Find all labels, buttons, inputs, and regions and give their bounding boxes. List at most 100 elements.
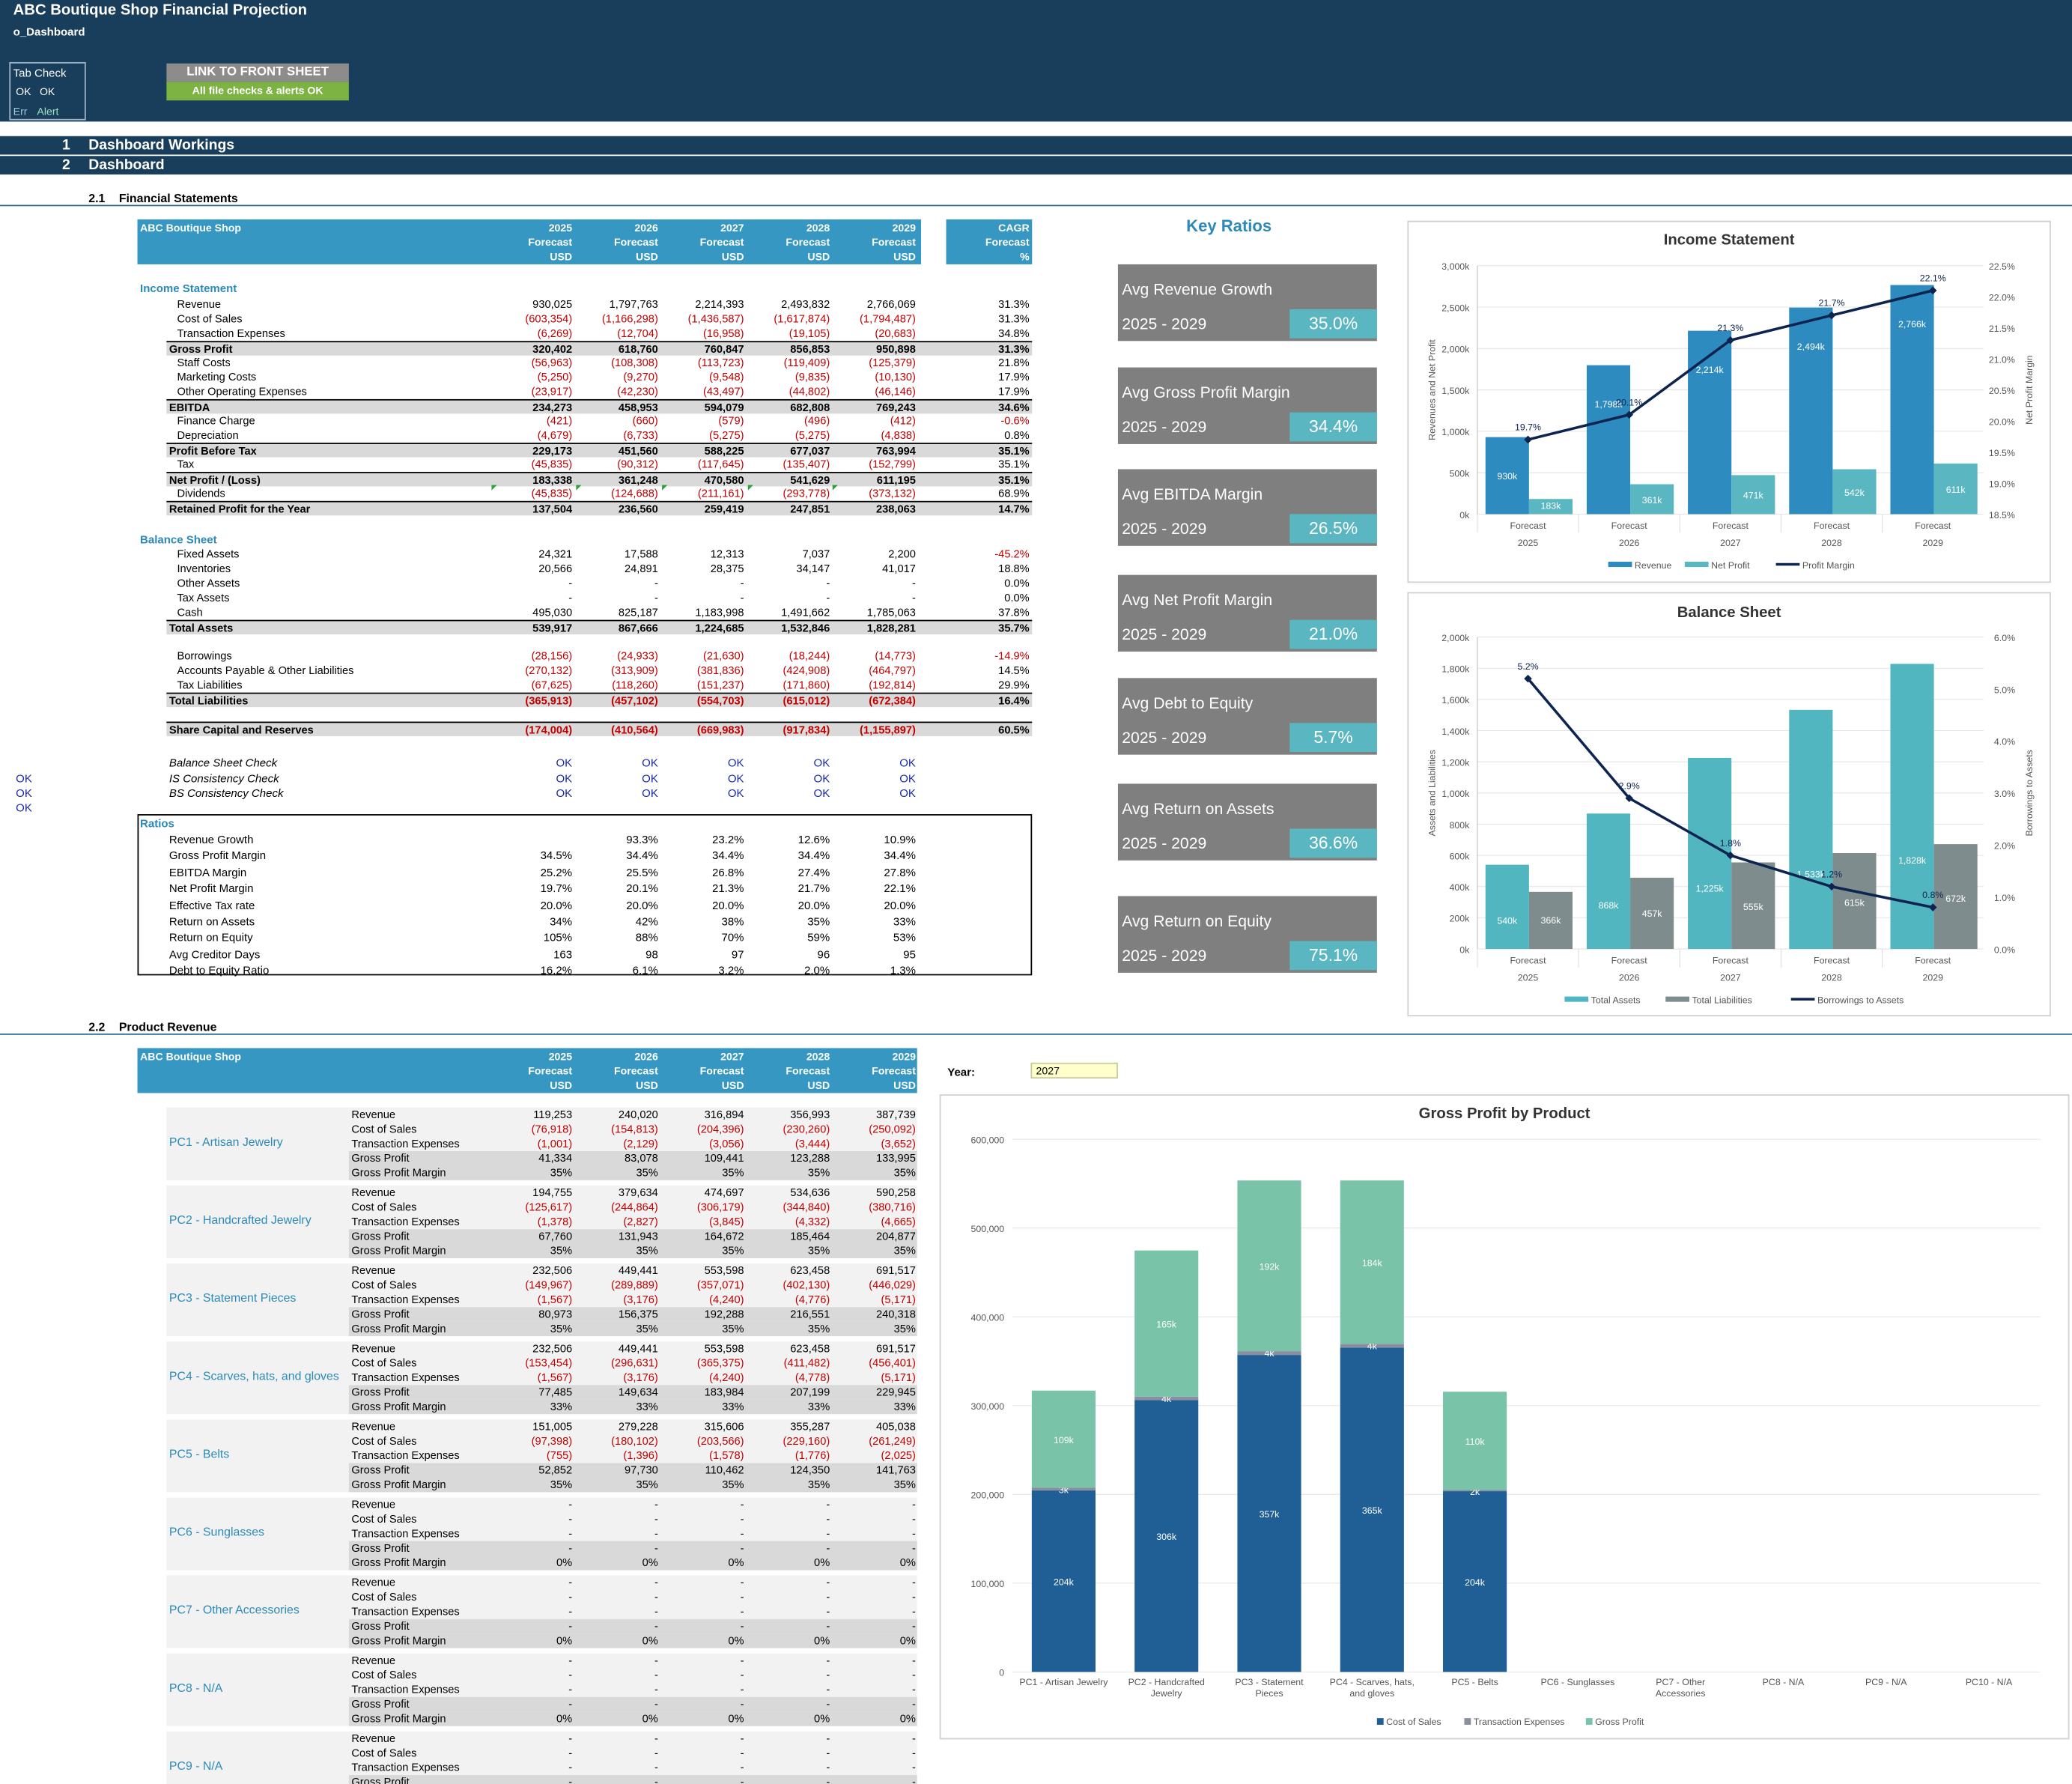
- cell-value: -: [654, 1774, 658, 1784]
- cell-value: 35%: [807, 1477, 830, 1491]
- table-header: ABC Boutique Shop 2025 Forecast USD 2026 Fore…: [137, 219, 921, 264]
- table-row: Profit Before Tax 229,173 451,560 588,225 67…: [166, 443, 1033, 458]
- table-row: Depreciation (4,679) (6,733) (5,275) (5,275)…: [166, 428, 1032, 443]
- row-label: Cost of Sales: [177, 312, 243, 326]
- cell-value: (3,056): [709, 1136, 744, 1150]
- income-statement-chart: Income Statement 0k 500k 1,000k 1,500k 2,000…: [1407, 220, 2051, 583]
- cell-value: (45,835): [531, 486, 573, 500]
- table-row: Transaction Expenses - - - - -: [349, 1604, 917, 1618]
- check-status: OK: [642, 756, 658, 770]
- cell-value: -: [740, 1575, 744, 1589]
- cell-value: (9,548): [709, 370, 744, 383]
- ratio-period: 2025 - 2029: [1122, 314, 1207, 333]
- cell-value: (4,679): [537, 428, 573, 442]
- y2-tick-label: 22.0%: [1989, 292, 2015, 303]
- currency-header: USD: [550, 1079, 573, 1092]
- forecast-header: Forecast: [872, 236, 916, 249]
- cell-value: (3,444): [795, 1136, 830, 1150]
- cagr-value: 18.8%: [998, 561, 1030, 575]
- year-header: 2027: [720, 222, 744, 234]
- cell-value: (456,401): [869, 1356, 916, 1370]
- cell-value: 2,200: [888, 547, 916, 561]
- ratio-period: 2025 - 2029: [1122, 625, 1207, 644]
- check-label: IS Consistency Check: [168, 771, 279, 785]
- section-1-bar[interactable]: 1 Dashboard Workings: [0, 136, 2072, 155]
- bar-cost-of-sales: [1237, 1355, 1301, 1672]
- ratio-value: 12.6%: [797, 832, 830, 846]
- bar-data-label: 2,766k: [1898, 319, 1927, 330]
- cell-value: (229,160): [783, 1433, 830, 1448]
- bar-data-label: 2,494k: [1797, 342, 1826, 352]
- ratio-name: Avg Revenue Growth: [1122, 280, 1273, 299]
- cell-value: -: [654, 1760, 658, 1774]
- ratio-value: 16.2%: [540, 963, 573, 977]
- table-row: Tax Assets - - - - - 0.0%: [166, 591, 1032, 605]
- cell-value: (28,156): [531, 649, 573, 663]
- cell-value: 123,288: [790, 1151, 830, 1165]
- table-row: Cost of Sales (125,617) (244,864) (306,179)…: [349, 1200, 917, 1214]
- ratio-value: 35%: [807, 914, 830, 928]
- y2-tick-label: 21.5%: [1989, 324, 2015, 334]
- cell-value: -: [740, 1774, 744, 1784]
- check-status: OK: [727, 771, 744, 785]
- link-to-front-sheet-button[interactable]: LINK TO FRONT SHEET: [166, 63, 349, 82]
- divider: [0, 204, 2072, 207]
- x-tick-label: 2029: [1922, 538, 1943, 548]
- cell-value: 80,973: [538, 1307, 573, 1320]
- chart-title: Balance Sheet: [1677, 605, 1781, 622]
- cell-value: 141,763: [875, 1463, 916, 1477]
- legend-label: Total Liabilities: [1692, 995, 1752, 1005]
- cell-value: 405,038: [875, 1419, 916, 1433]
- ratio-card: Avg EBITDA Margin 2025 - 2029 26.5%: [1117, 469, 1377, 546]
- cell-value: (4,332): [795, 1214, 830, 1228]
- y-tick-label: 1,200k: [1441, 757, 1470, 768]
- chart-title: Gross Profit by Product: [1418, 1106, 1591, 1123]
- cell-value: (3,652): [881, 1136, 916, 1150]
- top-header: ABC Boutique Shop Financial Projection o…: [0, 0, 2072, 122]
- year-input[interactable]: 2027: [1030, 1062, 1118, 1078]
- cell-value: 183,984: [704, 1385, 744, 1399]
- row-label: Gross Profit Margin: [351, 1321, 446, 1335]
- bar-data-label: 184k: [1362, 1258, 1383, 1269]
- cell-value: 24,321: [538, 547, 573, 561]
- ratio-value: 53%: [893, 931, 916, 944]
- section-2-bar[interactable]: 2 Dashboard: [0, 156, 2072, 175]
- cell-value: (365,375): [696, 1356, 744, 1370]
- cell-value: (125,379): [869, 355, 916, 369]
- cell-value: (402,130): [783, 1278, 830, 1292]
- ratio-value: 2.0%: [804, 963, 830, 977]
- cell-value: (18,244): [789, 649, 830, 663]
- year-header: 2029: [892, 1050, 916, 1063]
- check-status: OK: [556, 756, 573, 770]
- check-status: OK: [899, 786, 916, 800]
- cell-value: (203,566): [696, 1433, 744, 1448]
- forecast-header: Forecast: [528, 236, 573, 249]
- cell-value: 0%: [556, 1556, 573, 1569]
- row-label: Cost of Sales: [351, 1433, 417, 1448]
- cell-value: -: [568, 1731, 573, 1745]
- subsection-title: Product Revenue: [118, 1020, 217, 1034]
- line-point: [1928, 903, 1937, 911]
- ratio-name: Avg Net Profit Margin: [1122, 590, 1273, 610]
- ratio-value: 35.0%: [1289, 309, 1377, 339]
- cell-value: (1,776): [795, 1448, 830, 1462]
- subsection-number: 2.2: [88, 1020, 106, 1034]
- x-tick-label: PC9 - N/A: [1865, 1677, 1907, 1687]
- cell-value: (615,012): [783, 694, 830, 708]
- ratio-label: Net Profit Margin: [168, 882, 254, 896]
- ratio-card: Avg Debt to Equity 2025 - 2029 5.7%: [1117, 678, 1377, 755]
- legend-swatch: [1464, 1718, 1471, 1725]
- cell-value: -: [654, 1511, 658, 1526]
- cell-value: -: [654, 1682, 658, 1696]
- ratio-value: 20.0%: [626, 898, 658, 911]
- y-tick-label: 0k: [1459, 510, 1470, 521]
- row-label: Cost of Sales: [351, 1200, 417, 1213]
- cell-value: -: [826, 1541, 830, 1555]
- ratio-name: Avg EBITDA Margin: [1122, 485, 1263, 504]
- cell-value: 0%: [642, 1556, 658, 1569]
- ratio-value: 88%: [635, 931, 658, 944]
- table-row: Gross Profit Margin 35% 35% 35% 35% 35%: [348, 1477, 917, 1493]
- cell-value: (125,617): [525, 1200, 573, 1213]
- cell-value: (554,703): [696, 694, 744, 708]
- ratio-value: 98: [645, 947, 658, 961]
